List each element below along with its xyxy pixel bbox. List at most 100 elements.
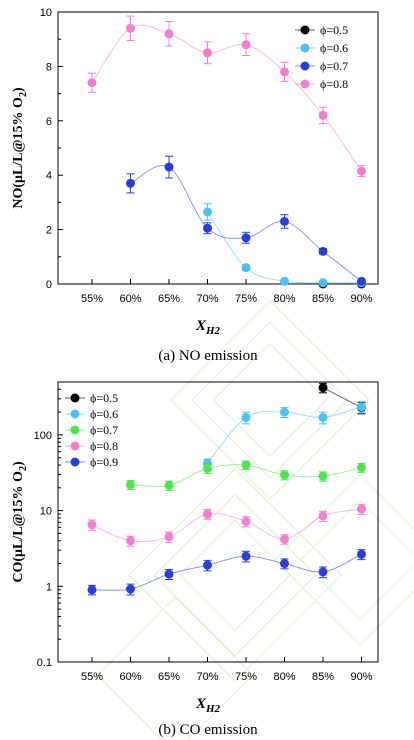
- x-tick-label: 65%: [158, 293, 180, 305]
- data-point: [164, 29, 174, 39]
- legend-label: ϕ=0.8: [90, 439, 118, 453]
- chart-caption: (a) NO emission: [158, 348, 258, 364]
- data-point: [164, 569, 174, 579]
- data-point: [126, 480, 135, 490]
- y-axis-label-main: NO(μL/L@15% O: [11, 97, 26, 209]
- data-point: [241, 460, 251, 470]
- y-tick-label: 10: [40, 7, 52, 19]
- x-axis: 55% 60% 65% 70% 75% 80% 85% 90%: [81, 279, 373, 305]
- data-point: [203, 560, 212, 570]
- legend-label: ϕ=0.5: [90, 391, 118, 405]
- data-point: [280, 216, 289, 226]
- data-point: [318, 412, 328, 422]
- data-point: [126, 584, 135, 594]
- chart-caption: (b) CO emission: [158, 722, 258, 738]
- series-line: [322, 387, 362, 408]
- y-axis-label-sub: 2: [18, 92, 29, 97]
- y-tick-label: 100: [34, 430, 52, 442]
- y-tick-label: 0.1: [37, 657, 52, 669]
- data-point: [87, 78, 97, 88]
- x-tick-label: 65%: [158, 671, 180, 683]
- data-point: [203, 48, 212, 58]
- data-point: [318, 567, 328, 577]
- legend-label: ϕ=0.8: [320, 77, 348, 91]
- legend-marker: [300, 25, 310, 35]
- data-point: [87, 520, 97, 530]
- data-point: [280, 407, 289, 417]
- y-axis: 0.1 1 10 100: [34, 388, 63, 669]
- data-point: [241, 263, 251, 273]
- data-point: [357, 276, 366, 286]
- data-point: [280, 67, 289, 77]
- data-point: [241, 412, 251, 422]
- y-axis-label-close: ): [11, 461, 26, 466]
- x-tick-label: 60%: [119, 293, 141, 305]
- y-axis-label-sub: 2: [18, 466, 29, 471]
- data-point: [357, 166, 366, 176]
- legend-label: ϕ=0.9: [90, 455, 118, 469]
- x-axis: 55% 60% 65% 70% 75% 80% 85% 90%: [81, 657, 373, 683]
- y-tick-label: 0: [46, 279, 52, 291]
- data-point: [357, 463, 366, 473]
- x-tick-label: 85%: [312, 293, 334, 305]
- data-point: [318, 246, 328, 256]
- data-point: [280, 470, 289, 480]
- data-point: [280, 276, 289, 286]
- x-tick-label: 85%: [312, 671, 334, 683]
- x-tick-label: 80%: [273, 293, 295, 305]
- legend-label: ϕ=0.6: [90, 407, 118, 421]
- data-point: [318, 511, 328, 521]
- x-tick-label: 75%: [235, 671, 257, 683]
- legend-marker: [300, 79, 310, 89]
- x-axis-label-sub: H2: [205, 703, 221, 715]
- data-point: [241, 551, 251, 561]
- data-point: [87, 585, 97, 595]
- legend-marker: [70, 393, 80, 403]
- x-tick-label: 70%: [196, 293, 218, 305]
- x-tick-label: 80%: [273, 671, 295, 683]
- x-axis-label: XH2: [195, 318, 221, 337]
- x-tick-label: 55%: [81, 293, 103, 305]
- data-point: [164, 532, 174, 542]
- data-point: [164, 162, 174, 172]
- data-point: [126, 536, 135, 546]
- y-tick-label: 6: [46, 116, 52, 128]
- x-axis-label-main: X: [195, 696, 207, 712]
- x-axis-label-sub: H2: [205, 325, 221, 337]
- data-point: [126, 23, 135, 33]
- data-point: [357, 549, 366, 559]
- legend-label: ϕ=0.7: [90, 423, 118, 437]
- legend-label: ϕ=0.7: [320, 59, 348, 73]
- legend-marker: [70, 457, 80, 467]
- legend: ϕ=0.5 ϕ=0.6 ϕ=0.7 ϕ=0.8: [295, 23, 348, 91]
- x-axis-label-main: X: [195, 318, 207, 334]
- y-axis-label: CO(μL/L@15% O2): [11, 461, 29, 583]
- y-axis-label-close: ): [11, 87, 26, 92]
- legend-marker: [300, 43, 310, 53]
- data-point: [203, 509, 212, 519]
- x-tick-label: 70%: [196, 671, 218, 683]
- y-tick-label: 10: [40, 506, 52, 518]
- x-tick-label: 55%: [81, 671, 103, 683]
- y-axis-label: NO(μL/L@15% O2): [11, 87, 29, 209]
- legend-label: ϕ=0.6: [320, 41, 348, 55]
- data-point: [318, 278, 328, 288]
- data-point: [241, 233, 251, 243]
- y-tick-label: 2: [46, 225, 52, 237]
- co-emission-chart: 0.1 1 10 100 55% 60% 65% 70% 75% 80% 85% 90% ϕ=0.5…: [11, 381, 379, 738]
- legend: ϕ=0.5 ϕ=0.6 ϕ=0.7 ϕ=0.8 ϕ=0.9: [65, 391, 118, 469]
- data-point: [203, 463, 212, 473]
- y-axis-label-main: CO(μL/L@15% O: [11, 471, 26, 583]
- data-point: [357, 504, 366, 514]
- data-point: [126, 178, 135, 188]
- data-point: [357, 402, 366, 412]
- x-tick-label: 90%: [350, 671, 372, 683]
- x-tick-label: 75%: [235, 293, 257, 305]
- data-point: [203, 207, 212, 217]
- legend-marker: [70, 441, 80, 451]
- data-point: [280, 534, 289, 544]
- data-series: [87, 382, 366, 596]
- legend-marker: [70, 425, 80, 435]
- data-series: [87, 15, 366, 289]
- data-point: [318, 383, 328, 393]
